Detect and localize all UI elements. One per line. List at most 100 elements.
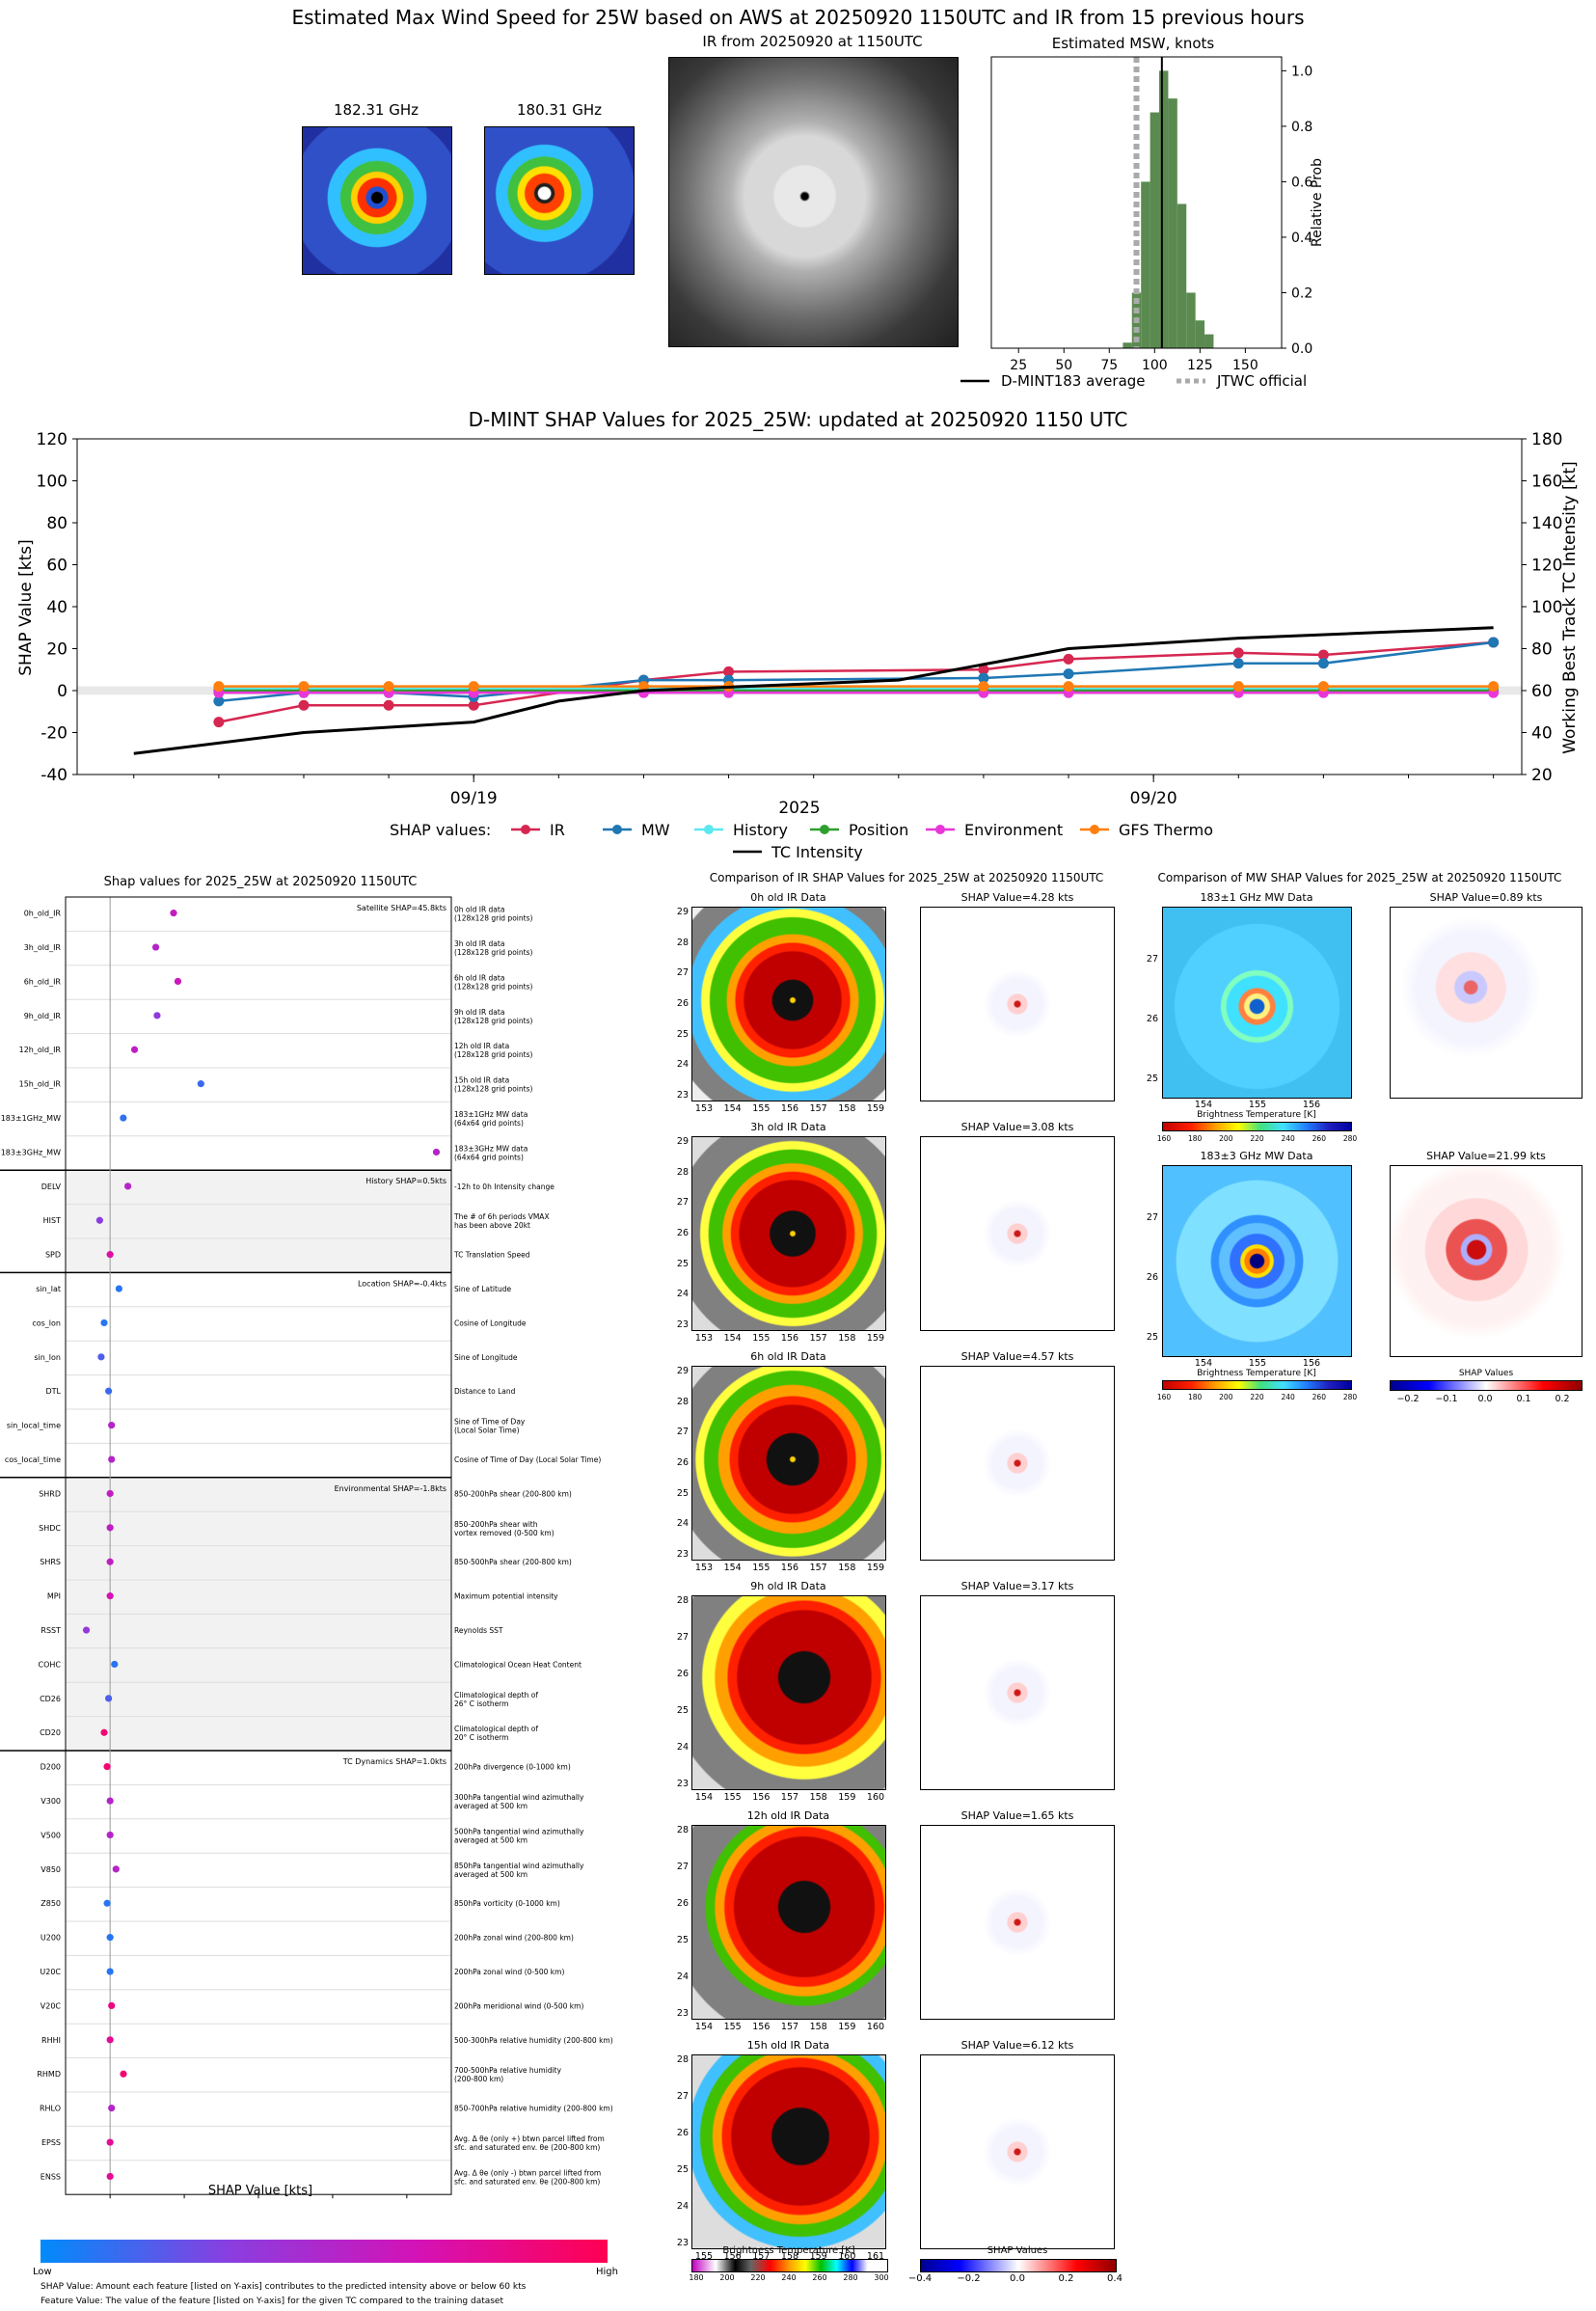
hist-bar [1159, 70, 1169, 348]
ir-xtick: 157 [780, 1792, 799, 1803]
mw-ytick: 25 [1146, 1074, 1158, 1084]
ir-shap-cbar-tick: −0.2 [957, 2273, 981, 2284]
ir-data-image [691, 1136, 886, 1331]
hist-xtick: 25 [1010, 358, 1027, 373]
feature-desc: (128x128 grid points) [454, 1085, 532, 1094]
ir-shap-image [920, 1136, 1115, 1331]
feature-point [97, 1353, 105, 1361]
series-point-gfs [213, 681, 225, 693]
ir-xtick: 159 [866, 1333, 885, 1344]
ir-ytick: 28 [676, 1825, 689, 1835]
ts-legend-item: Environment [964, 821, 1063, 839]
ir-shap-label: SHAP Value=4.57 kts [960, 1350, 1074, 1363]
hist-xtick: 150 [1232, 358, 1258, 373]
ir-ytick: 27 [676, 1862, 689, 1872]
ts-xlabel: 2025 [778, 799, 820, 818]
msw-histogram: 25 50 75 100 125 150 0.0 0.2 0.4 0.6 0.8 1.0 Relat… [990, 56, 1325, 373]
cbar-low: Low [33, 2267, 52, 2277]
feature-desc: 20° C isotherm [454, 1733, 508, 1742]
mw-bt-colorbar [1162, 1122, 1352, 1131]
feature-desc: TC Translation Speed [453, 1251, 530, 1260]
ir-xtick: 155 [752, 1333, 771, 1344]
ir-shap-label: SHAP Value=6.12 kts [960, 2039, 1074, 2052]
ir-shap-image [920, 907, 1115, 1101]
ts-ytick-left: 20 [46, 640, 68, 660]
legend-jtwc: JTWC official [1216, 372, 1307, 390]
mw-bt-cbar-tick: 280 [1342, 1134, 1358, 1143]
mw-shap-label: SHAP Value=0.89 kts [1429, 891, 1543, 904]
feature-point [120, 2070, 127, 2078]
ir-shap-cbar-tick: 0.2 [1058, 2273, 1074, 2284]
feature-point [111, 1660, 119, 1669]
feature-desc: 183±3GHz MW data [454, 1144, 527, 1153]
feature-name: EPSS [41, 2138, 61, 2147]
ir-xtick: 156 [780, 1103, 799, 1114]
ir-shap-cbar-tick: −0.4 [907, 2273, 933, 2284]
series-point-mw [1063, 668, 1074, 680]
feature-desc: 200hPa meridional wind (0-500 km) [454, 2001, 583, 2010]
hist-bar [1177, 204, 1187, 348]
ir-ytick: 24 [676, 1518, 689, 1530]
feature-name: sin_local_time [7, 1422, 61, 1430]
ir-ytick: 23 [676, 2238, 689, 2248]
feature-desc: (64x64 grid points) [454, 1153, 524, 1161]
ir-section-title: Comparison of IR SHAP Values for 2025_25… [709, 871, 1104, 884]
feature-desc: Sine of Time of Day [454, 1418, 526, 1427]
feature-desc: Sine of Latitude [454, 1285, 511, 1293]
ts-ytick-left: 80 [46, 514, 68, 533]
ir-ytick: 23 [676, 2008, 689, 2019]
ir-xtick: 155 [694, 2251, 714, 2262]
mw-bt-cbar-tick: 160 [1156, 1134, 1172, 1143]
feature-desc: (128x128 grid points) [454, 1050, 532, 1059]
feature-desc: 300hPa tangential wind azimuthally [454, 1793, 584, 1802]
ir-image [668, 57, 959, 347]
ir-ytick: 26 [676, 1457, 689, 1468]
feature-point [106, 1831, 114, 1839]
feature-desc: 183±1GHz MW data [454, 1110, 527, 1119]
ir-shap-image [920, 2054, 1115, 2249]
ir-xtick: 158 [838, 1333, 856, 1344]
ir-title: IR from 20250920 at 1150UTC [702, 33, 923, 50]
ir-ytick: 24 [676, 1971, 689, 1982]
ir-panel-label: 12h old IR Data [746, 1809, 830, 1822]
feature-desc: Maximum potential intensity [454, 1592, 558, 1601]
series-point-gfs [1063, 681, 1074, 693]
mw-ytick: 25 [1146, 1332, 1158, 1343]
cbar-note2: Feature Value: The value of the feature … [41, 2297, 504, 2306]
ir-ytick: 27 [676, 1632, 689, 1643]
feature-point [95, 1216, 103, 1224]
feature-point [100, 1728, 108, 1736]
feature-name: CD26 [40, 1695, 61, 1703]
ir-shap-label: SHAP Value=3.08 kts [960, 1121, 1074, 1133]
feature-name: RSST [41, 1626, 61, 1635]
series-point-ir [1317, 649, 1329, 661]
hist-ytick: 0.0 [1291, 341, 1312, 357]
feature-point [108, 2001, 116, 2010]
feature-desc: sfc. and saturated env. θe (200-800 km) [454, 2143, 600, 2152]
mw2-title: 180.31 GHz [516, 101, 603, 119]
hist-ytick: 0.8 [1291, 120, 1312, 135]
ir-xtick: 158 [838, 1103, 856, 1114]
ir-ytick: 27 [676, 1197, 689, 1209]
ir-xtick: 153 [694, 1103, 714, 1114]
feature-point [108, 1422, 116, 1429]
hist-xtick: 75 [1100, 358, 1118, 373]
feature-desc: averaged at 500 km [454, 1802, 527, 1810]
ts-ytick-right: 40 [1531, 724, 1553, 744]
feature-name: cos_lon [32, 1319, 61, 1327]
feature-point [124, 1183, 132, 1190]
feature-name: V300 [41, 1797, 61, 1806]
group-label: Location SHAP=-0.4kts [358, 1279, 446, 1288]
ir-xtick: 159 [866, 1563, 885, 1573]
feature-desc: (64x64 grid points) [454, 1119, 524, 1128]
mw-shap-cbar-tick: −0.2 [1396, 1394, 1420, 1404]
ts-legend-item: IR [550, 821, 565, 839]
ts-ytick-left: 0 [57, 682, 68, 701]
ts-legend-item: History [733, 821, 788, 839]
feature-point [108, 1455, 116, 1463]
ts-ytick-left: 40 [46, 598, 68, 617]
feature-name: Z850 [41, 1899, 61, 1908]
feature-desc: has been above 20kt [454, 1221, 530, 1230]
feature-name: MPI [47, 1592, 61, 1601]
feature-desc: Avg. Δ θe (only -) btwn parcel lifted fr… [454, 2168, 601, 2177]
